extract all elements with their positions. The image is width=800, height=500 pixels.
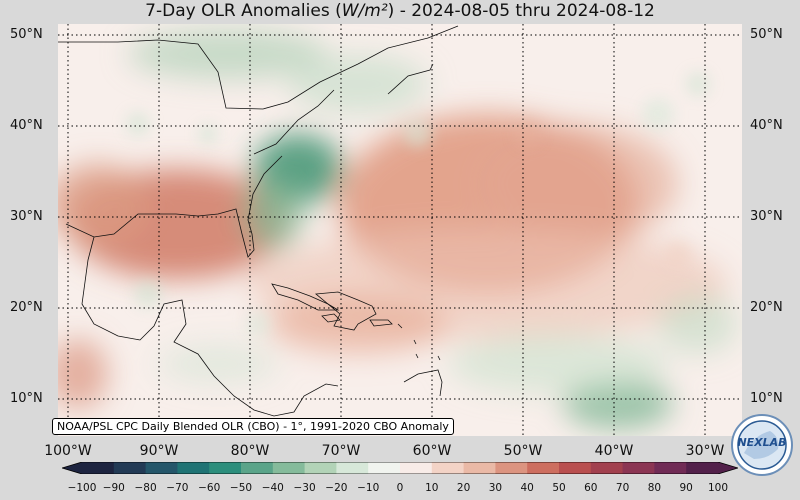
- colorbar-tick-label: 20: [456, 482, 471, 494]
- colorbar-tick-label: −50: [229, 482, 253, 494]
- colorbar-segment: [654, 462, 687, 474]
- colorbar-extend-low: [62, 462, 82, 474]
- colorbar-tick-label: −90: [102, 482, 125, 494]
- colorbar-segment: [209, 462, 242, 474]
- colorbar-tick-label: −100: [67, 482, 97, 494]
- lon-label: 100°W: [44, 443, 92, 459]
- colorbar-segment: [241, 462, 274, 474]
- lat-label-right: 20°N: [750, 300, 783, 315]
- lon-label: 70°W: [321, 443, 361, 459]
- colorbar-tick-label: 70: [615, 482, 630, 494]
- lat-label-left: 10°N: [10, 391, 43, 406]
- lon-label: 90°W: [139, 443, 179, 459]
- colorbar-tick-label: −60: [198, 482, 221, 494]
- colorbar-segment: [177, 462, 210, 474]
- colorbar-extend-high: [718, 462, 738, 474]
- lon-label: 60°W: [412, 443, 452, 459]
- colorbar-segment: [559, 462, 592, 474]
- lat-label-right: 50°N: [750, 27, 783, 42]
- colorbar-tick-label: 40: [520, 482, 534, 494]
- colorbar-tick-label: −20: [325, 482, 348, 494]
- colorbar-segment: [686, 462, 719, 474]
- nexlab-logo: NEXLAB: [731, 414, 793, 476]
- colorbar-tick-label: 30: [488, 482, 503, 494]
- colorbar-segment: [82, 462, 115, 474]
- logo-text: NEXLAB: [737, 436, 786, 449]
- colorbar-tick-label: −10: [357, 482, 380, 494]
- colorbar-tick-label: −70: [166, 482, 189, 494]
- colorbar-segment: [495, 462, 528, 474]
- anomaly-field: [58, 29, 738, 429]
- lat-label-left: 30°N: [10, 209, 43, 224]
- source-label: NOAA/PSL CPC Daily Blended OLR (CBO) - 1…: [52, 418, 454, 435]
- lon-label: 80°W: [230, 443, 270, 459]
- colorbar-tick-label: 100: [707, 482, 729, 494]
- colorbar-tick-label: −30: [293, 482, 316, 494]
- colorbar-tick-label: 60: [584, 482, 598, 494]
- coastlines: [58, 25, 459, 417]
- lon-label: 50°W: [503, 443, 543, 459]
- colorbar-tick-label: −80: [134, 482, 157, 494]
- colorbar-segment: [527, 462, 560, 474]
- map-title: 7-Day OLR Anomalies (W/m²) - 2024-08-05 …: [145, 1, 655, 21]
- lon-label: 40°W: [594, 443, 634, 459]
- colorbar-segment: [368, 462, 401, 474]
- colorbar-segment: [463, 462, 496, 474]
- colorbar-segment: [272, 462, 306, 474]
- anomaly-map: [58, 24, 742, 436]
- colorbar-segment: [145, 462, 178, 474]
- colorbar: [62, 462, 738, 474]
- colorbar-segment: [400, 462, 433, 474]
- colorbar-tick-label: −40: [261, 482, 284, 494]
- colorbar-tick-label: 50: [552, 482, 566, 494]
- lat-label-left: 20°N: [10, 300, 43, 315]
- colorbar-segment: [113, 462, 147, 474]
- colorbar-segment: [431, 462, 465, 474]
- colorbar-tick-label: 90: [679, 482, 693, 494]
- colorbar-segment: [336, 462, 369, 474]
- colorbar-tick-label: 10: [425, 482, 439, 494]
- anomaly-texture: [126, 72, 710, 336]
- colorbar-tick-label: 80: [647, 482, 662, 494]
- map-canvas: [58, 24, 742, 436]
- colorbar-segment: [622, 462, 655, 474]
- colorbar-segment: [304, 462, 337, 474]
- graticule: [58, 24, 742, 436]
- lat-label-right: 30°N: [750, 209, 783, 224]
- colorbar-segment: [590, 462, 624, 474]
- colorbar-tick-label: 0: [396, 482, 404, 494]
- lat-label-left: 50°N: [10, 27, 43, 42]
- lat-label-right: 40°N: [750, 118, 783, 133]
- lat-label-right: 10°N: [750, 391, 783, 406]
- lat-label-left: 40°N: [10, 118, 43, 133]
- lon-label: 30°W: [685, 443, 725, 459]
